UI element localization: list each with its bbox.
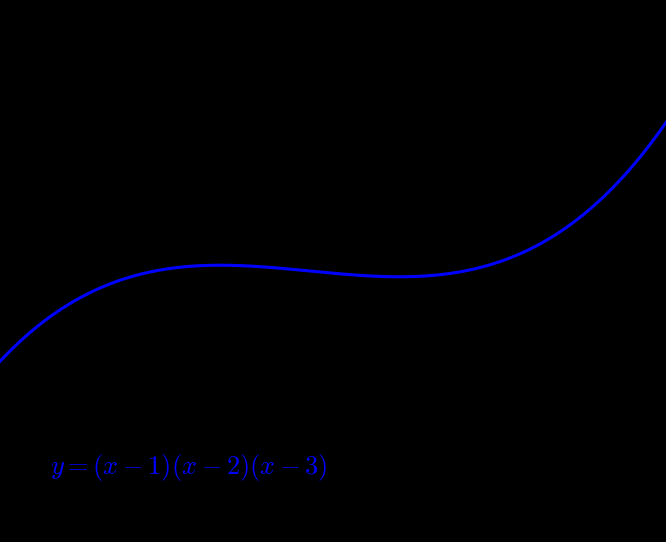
- Text: $y = (x-1)(x-2)(x-3)$: $y = (x-1)(x-2)(x-3)$: [49, 452, 327, 483]
